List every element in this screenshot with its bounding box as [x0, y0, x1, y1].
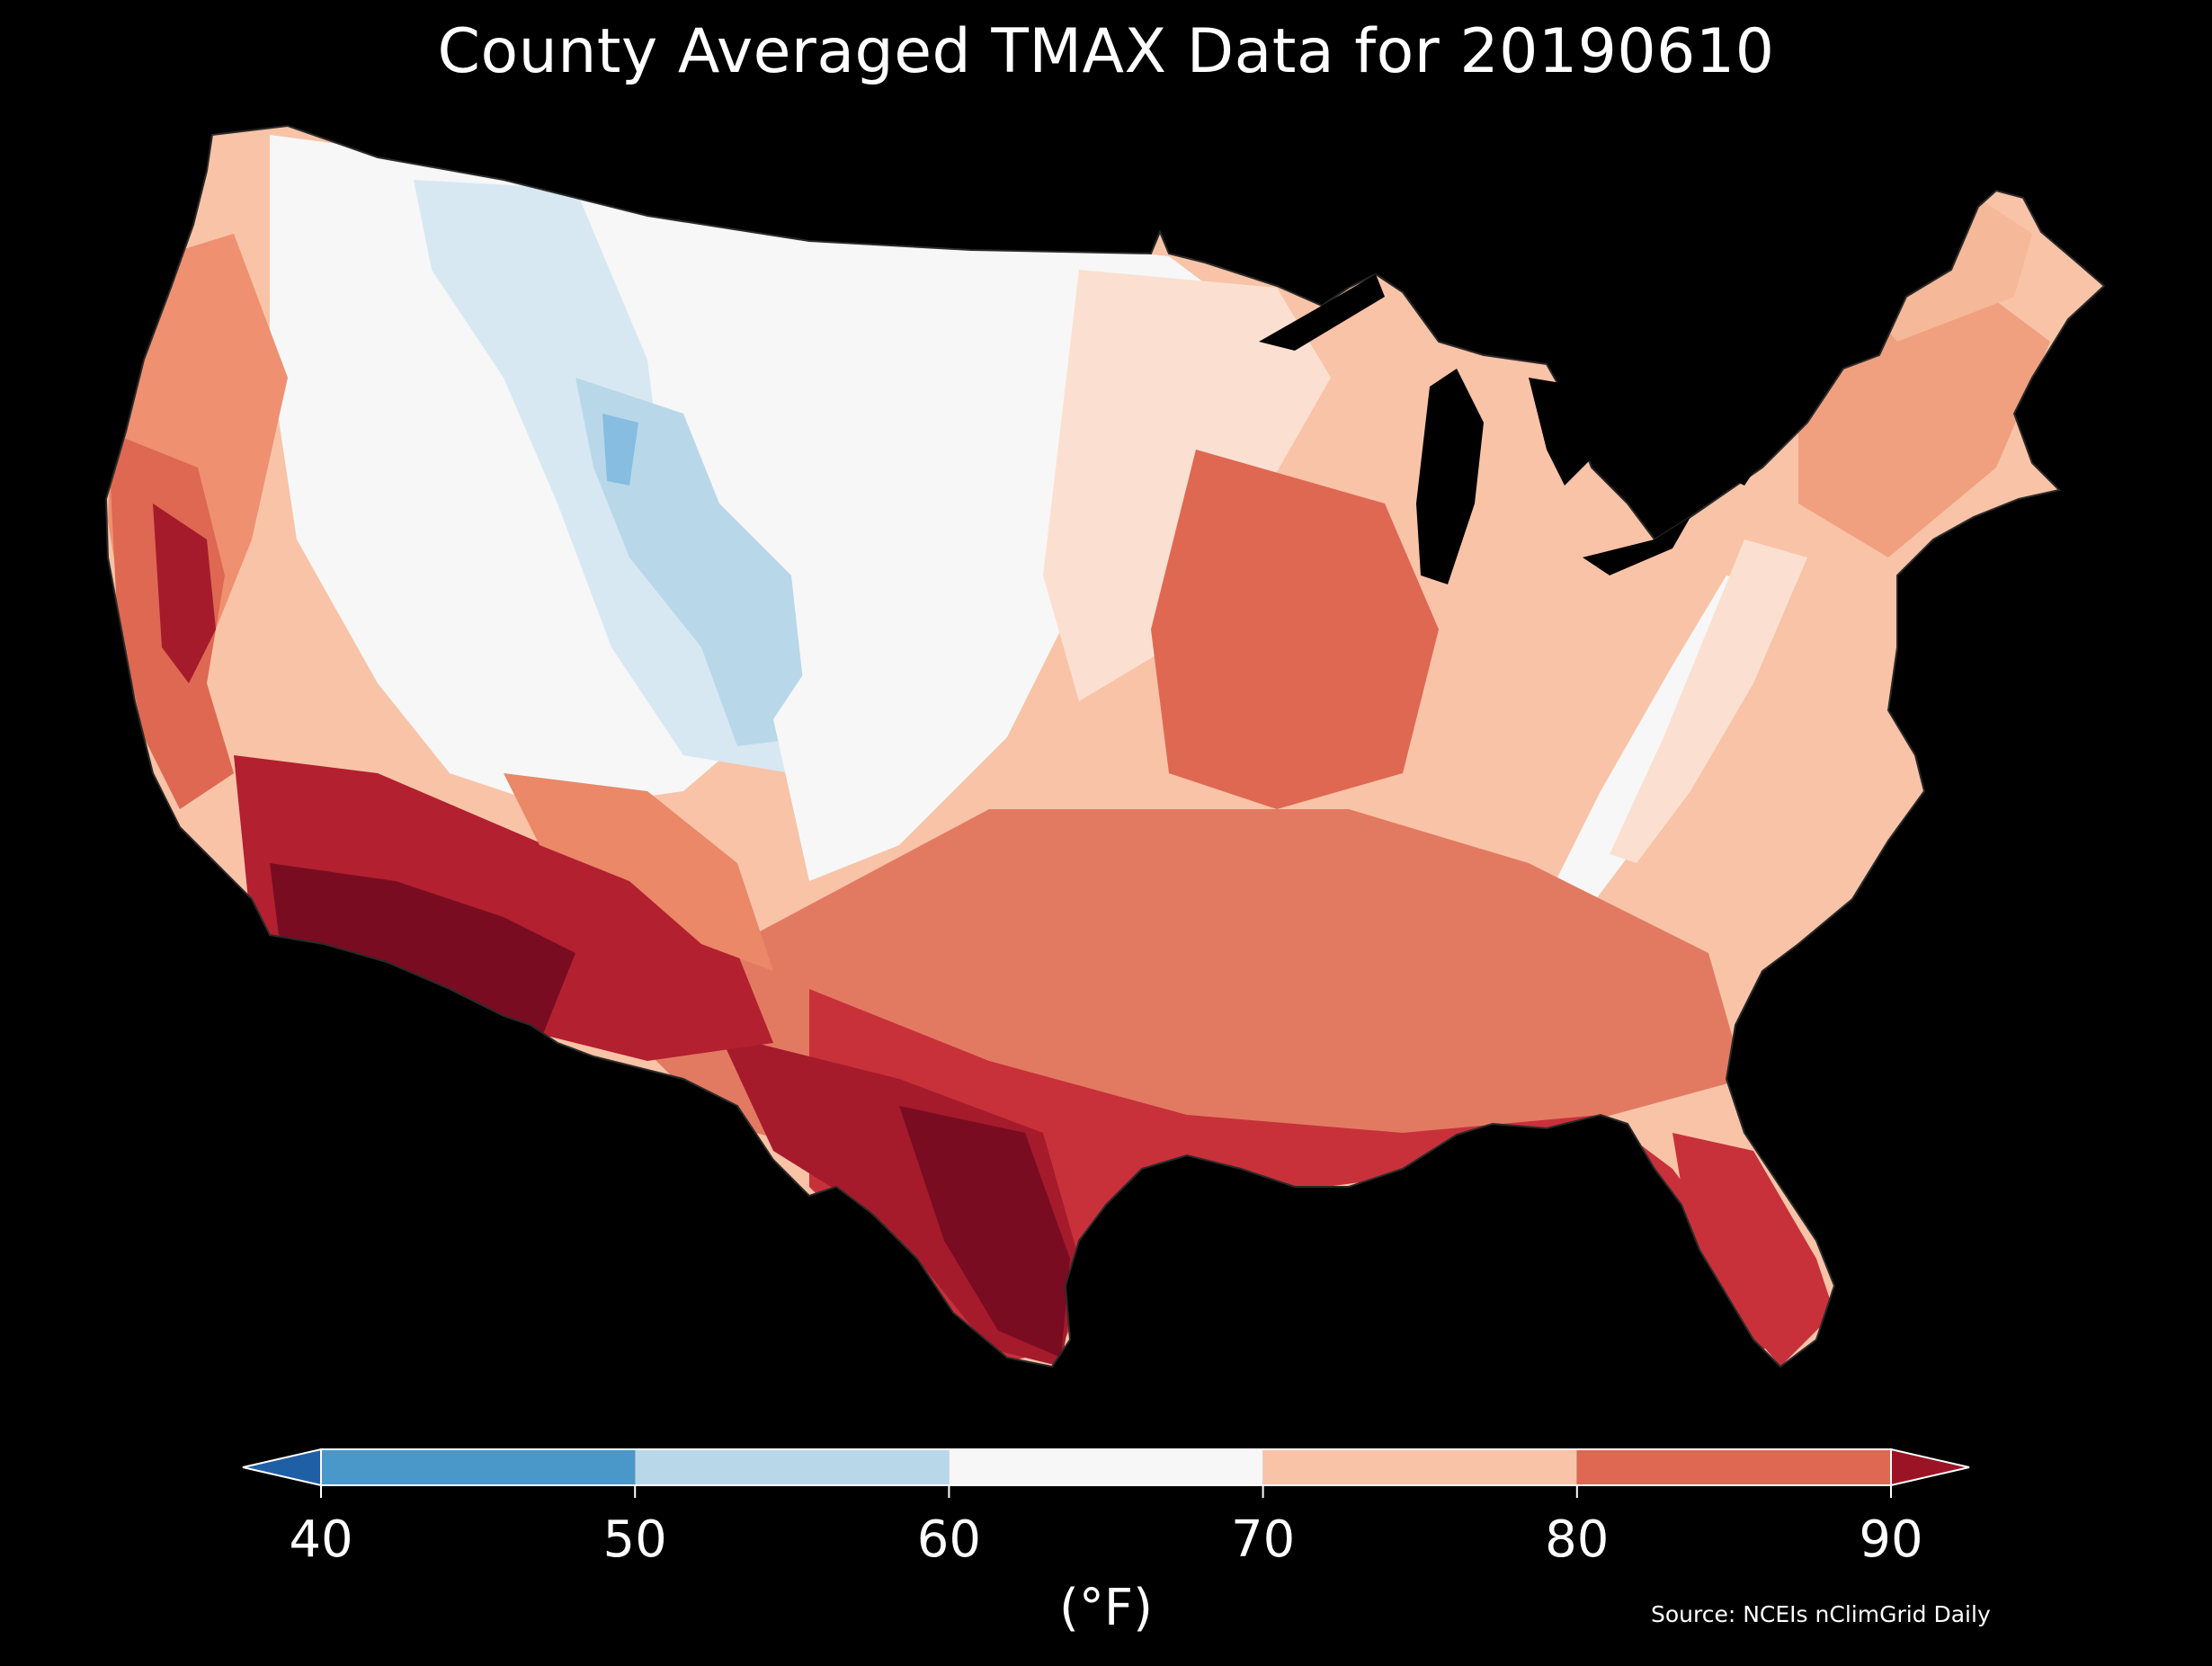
- colorbar-tick-label: 70: [1230, 1510, 1296, 1569]
- colorbar-tick-label: 90: [1859, 1510, 1923, 1569]
- colorbar-over-arrow: [1890, 1448, 1970, 1487]
- map-title: County Averaged TMAX Data for 20190610: [437, 16, 1775, 87]
- colorbar-tick-label: 40: [289, 1510, 353, 1569]
- colorbar: [242, 1448, 1970, 1498]
- colorbar-bin-3: [1262, 1449, 1577, 1485]
- colorbar-tick-label: 80: [1545, 1510, 1610, 1569]
- source-credit: Source: NCEIs nClimGrid Daily: [1651, 1601, 1991, 1627]
- colorbar-tick-label: 50: [602, 1510, 667, 1569]
- colorbar-bin-4: [1576, 1449, 1891, 1485]
- colorbar-bin-1: [635, 1449, 950, 1485]
- colorbar-bin-2: [949, 1449, 1263, 1485]
- colorbar-under-arrow: [242, 1448, 322, 1487]
- colorbar-tick-label: 60: [916, 1510, 982, 1569]
- colorbar-unit-label: (°F): [1059, 1579, 1153, 1637]
- colorbar-bin-0: [321, 1449, 636, 1485]
